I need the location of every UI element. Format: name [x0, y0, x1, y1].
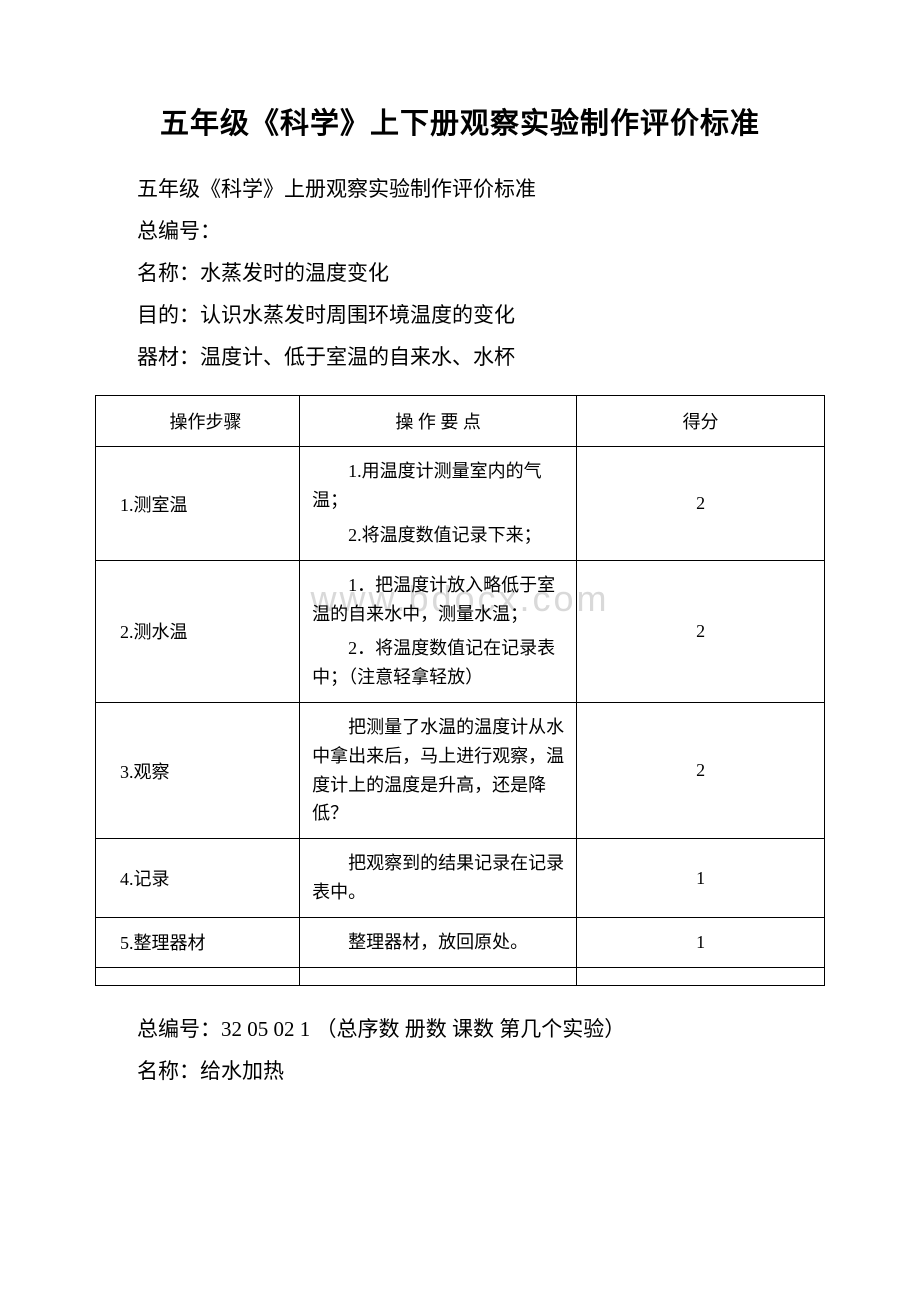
points-text: 把测量了水温的温度计从水中拿出来后，马上进行观察，温度计上的温度是升高，还是降低… [312, 713, 564, 828]
table-row: 1.测室温 1.用温度计测量室内的气温； 2.将温度数值记录下来； 2 [96, 447, 825, 560]
cell-step: 2.测水温 [96, 560, 300, 702]
cell-points: 整理器材，放回原处。 [300, 917, 577, 967]
experiment-name: 名称：水蒸发时的温度变化 [95, 254, 825, 294]
cell-score: 2 [577, 560, 825, 702]
points-text: 2.将温度数值记录下来； [312, 521, 564, 550]
points-text: 2．将温度数值记在记录表中；（注意轻拿轻放） [312, 634, 564, 692]
serial-number-label: 总编号： [95, 212, 825, 252]
cell-step: 5.整理器材 [96, 917, 300, 967]
cell-score: 1 [577, 839, 825, 918]
header-points: 操 作 要 点 [300, 396, 577, 447]
table-row: 5.整理器材 整理器材，放回原处。 1 [96, 917, 825, 967]
cell-score: 2 [577, 447, 825, 560]
table-row: 4.记录 把观察到的结果记录在记录表中。 1 [96, 839, 825, 918]
footer-serial: 总编号：32 05 02 1 （总序数 册数 课数 第几个实验） [95, 1010, 825, 1050]
experiment-purpose: 目的：认识水蒸发时周围环境温度的变化 [95, 296, 825, 336]
points-text: 整理器材，放回原处。 [312, 928, 564, 957]
table-header-row: 操作步骤 操 作 要 点 得分 [96, 396, 825, 447]
cell-points: 1.用温度计测量室内的气温； 2.将温度数值记录下来； [300, 447, 577, 560]
document-content: 五年级《科学》上下册观察实验制作评价标准 五年级《科学》上册观察实验制作评价标准… [95, 100, 825, 1091]
cell-score: 1 [577, 917, 825, 967]
points-text: 1.用温度计测量室内的气温； [312, 457, 564, 515]
cell-score: 2 [577, 703, 825, 839]
table-empty-row [96, 967, 825, 985]
header-step: 操作步骤 [96, 396, 300, 447]
evaluation-table: 操作步骤 操 作 要 点 得分 1.测室温 1.用温度计测量室内的气温； 2.将… [95, 395, 825, 985]
cell-points: 把测量了水温的温度计从水中拿出来后，马上进行观察，温度计上的温度是升高，还是降低… [300, 703, 577, 839]
cell-step: 3.观察 [96, 703, 300, 839]
footer-name: 名称：给水加热 [95, 1052, 825, 1092]
empty-cell [577, 967, 825, 985]
cell-step: 1.测室温 [96, 447, 300, 560]
cell-points: 把观察到的结果记录在记录表中。 [300, 839, 577, 918]
cell-points: 1．把温度计放入略低于室温的自来水中，测量水温； 2．将温度数值记在记录表中；（… [300, 560, 577, 702]
header-score: 得分 [577, 396, 825, 447]
points-text: 把观察到的结果记录在记录表中。 [312, 849, 564, 907]
empty-cell [300, 967, 577, 985]
empty-cell [96, 967, 300, 985]
experiment-equipment: 器材：温度计、低于室温的自来水、水杯 [95, 338, 825, 378]
table-row: 3.观察 把测量了水温的温度计从水中拿出来后，马上进行观察，温度计上的温度是升高… [96, 703, 825, 839]
table-row: 2.测水温 1．把温度计放入略低于室温的自来水中，测量水温； 2．将温度数值记在… [96, 560, 825, 702]
evaluation-table-container: 操作步骤 操 作 要 点 得分 1.测室温 1.用温度计测量室内的气温； 2.将… [95, 395, 825, 985]
points-text: 1．把温度计放入略低于室温的自来水中，测量水温； [312, 571, 564, 629]
subtitle: 五年级《科学》上册观察实验制作评价标准 [95, 170, 825, 210]
cell-step: 4.记录 [96, 839, 300, 918]
main-title: 五年级《科学》上下册观察实验制作评价标准 [95, 100, 825, 142]
